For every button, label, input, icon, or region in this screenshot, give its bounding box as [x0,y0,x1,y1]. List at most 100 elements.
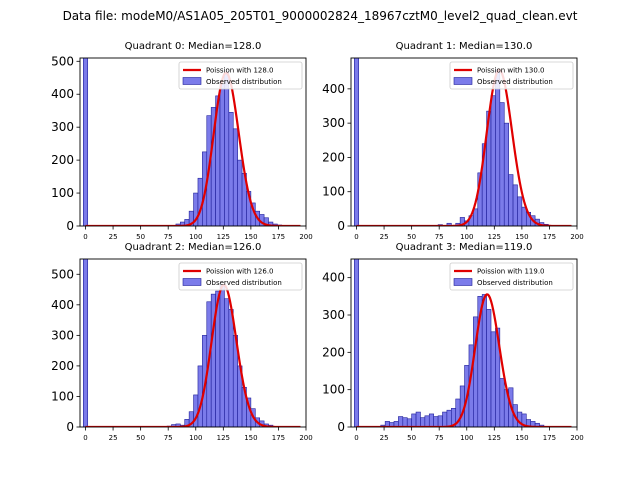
legend-hist-swatch [453,77,473,85]
histogram-bar [481,294,487,427]
histogram-bar [420,417,426,427]
x-tick-label: 0 [354,233,358,241]
x-tick-label: 150 [244,434,257,442]
y-tick-label: 200 [322,150,345,164]
legend-box [449,262,574,291]
x-tick-label: 75 [164,233,173,241]
y-tick-label: 200 [51,153,74,167]
y-tick-label: 400 [51,87,74,101]
histogram-bar [437,415,443,427]
legend: Poission with 126.0 Observed distribution [178,262,303,291]
legend-line-label: Poission with 126.0 [206,268,274,276]
y-tick-label: 200 [51,359,74,373]
axes-frame [79,258,307,428]
histogram-bar [508,174,514,226]
y-tick-label: 400 [51,298,74,312]
x-tick-label: 150 [515,233,528,241]
x-tick-label: 25 [380,233,389,241]
x-tick-label: 100 [460,434,473,442]
y-tick-label: 100 [51,389,74,403]
y-tick-label: 100 [322,383,345,397]
legend: Poission with 128.0 Observed distribution [178,61,303,90]
x-tick-label: 50 [407,233,416,241]
plot-area [83,259,301,427]
histogram-bar [398,416,404,427]
quadrant-3-panel: Quadrant 3: Median=119.0 0 25 50 75 100 125 150… [322,242,584,442]
histogram-bar [503,122,509,226]
y-tick-label: 300 [322,116,345,130]
y-tick-label: 0 [66,219,74,233]
axes-frame [350,258,578,428]
x-tick-label: 175 [543,434,556,442]
legend-line-label: Poission with 130.0 [477,67,545,75]
legend-box [178,262,303,291]
panel-title: Quadrant 2: Median=126.0 [125,242,262,253]
y-tick-label: 500 [51,54,74,68]
x-tick-label: 125 [488,434,501,442]
histogram-bar [219,284,225,427]
y-tick-label: 400 [322,271,345,285]
panel-title: Quadrant 3: Median=119.0 [396,242,533,253]
poisson-fit-line [85,283,301,427]
histogram-bar [495,69,501,226]
x-tick-label: 50 [407,434,416,442]
y-tick-label: 100 [51,186,74,200]
poisson-fit-line [356,68,572,226]
legend-line-label: Poission with 128.0 [206,67,274,75]
histogram-bar [442,411,448,427]
quadrant-2-panel: Quadrant 2: Median=126.0 0 25 50 75 100 125 150… [51,242,313,442]
y-tick-label: 500 [51,267,74,281]
x-tick-label: 200 [299,233,312,241]
y-tick-label: 0 [337,420,345,434]
histogram-bar [232,128,238,226]
legend-box [178,61,303,90]
x-tick-label: 75 [435,434,444,442]
legend-hist-swatch [453,278,473,286]
x-tick-label: 150 [515,434,528,442]
histogram-bar [499,378,505,427]
plot-area [354,259,572,427]
x-tick-label: 50 [136,233,145,241]
y-tick-label: 200 [322,345,345,359]
poisson-fit-line [356,293,572,427]
histogram-bar [512,184,518,226]
figure-title: Data file: modeM0/AS1A05_205T01_90000028… [63,9,578,23]
x-tick-label: 125 [217,233,230,241]
histogram-bar [473,208,479,226]
x-tick-label: 125 [217,434,230,442]
x-tick-label: 0 [83,233,87,241]
histogram-bar [237,159,243,226]
x-tick-label: 200 [570,233,583,241]
histogram-bar [424,415,430,427]
histogram-bar [490,95,496,226]
x-tick-label: 150 [244,233,257,241]
legend-line-label: Poission with 119.0 [477,268,545,276]
y-tick-label: 100 [322,185,345,199]
poisson-fit-line [85,71,301,226]
legend: Poission with 119.0 Observed distribution [449,262,574,291]
histogram-bar [433,416,439,427]
x-tick-label: 100 [189,434,202,442]
histogram-bar [402,417,408,427]
axes-frame [79,57,307,227]
y-tick-label: 300 [51,328,74,342]
histogram-bar [354,58,360,226]
histogram-bar [499,102,505,226]
plot-area [83,58,301,226]
x-tick-label: 0 [83,434,87,442]
y-tick-label: 400 [322,82,345,96]
legend-hist-swatch [182,77,202,85]
x-tick-label: 100 [460,233,473,241]
plot-area [354,58,572,226]
histogram-bar [490,331,496,427]
x-tick-label: 50 [136,434,145,442]
legend: Poission with 130.0 Observed distribution [449,61,574,90]
histogram-bar [219,84,225,226]
x-tick-label: 25 [380,434,389,442]
histogram-bar [224,72,230,226]
x-tick-label: 75 [164,434,173,442]
y-tick-label: 300 [322,308,345,322]
histogram-bar [446,409,452,427]
x-tick-label: 200 [570,434,583,442]
histogram-bar [406,418,412,427]
